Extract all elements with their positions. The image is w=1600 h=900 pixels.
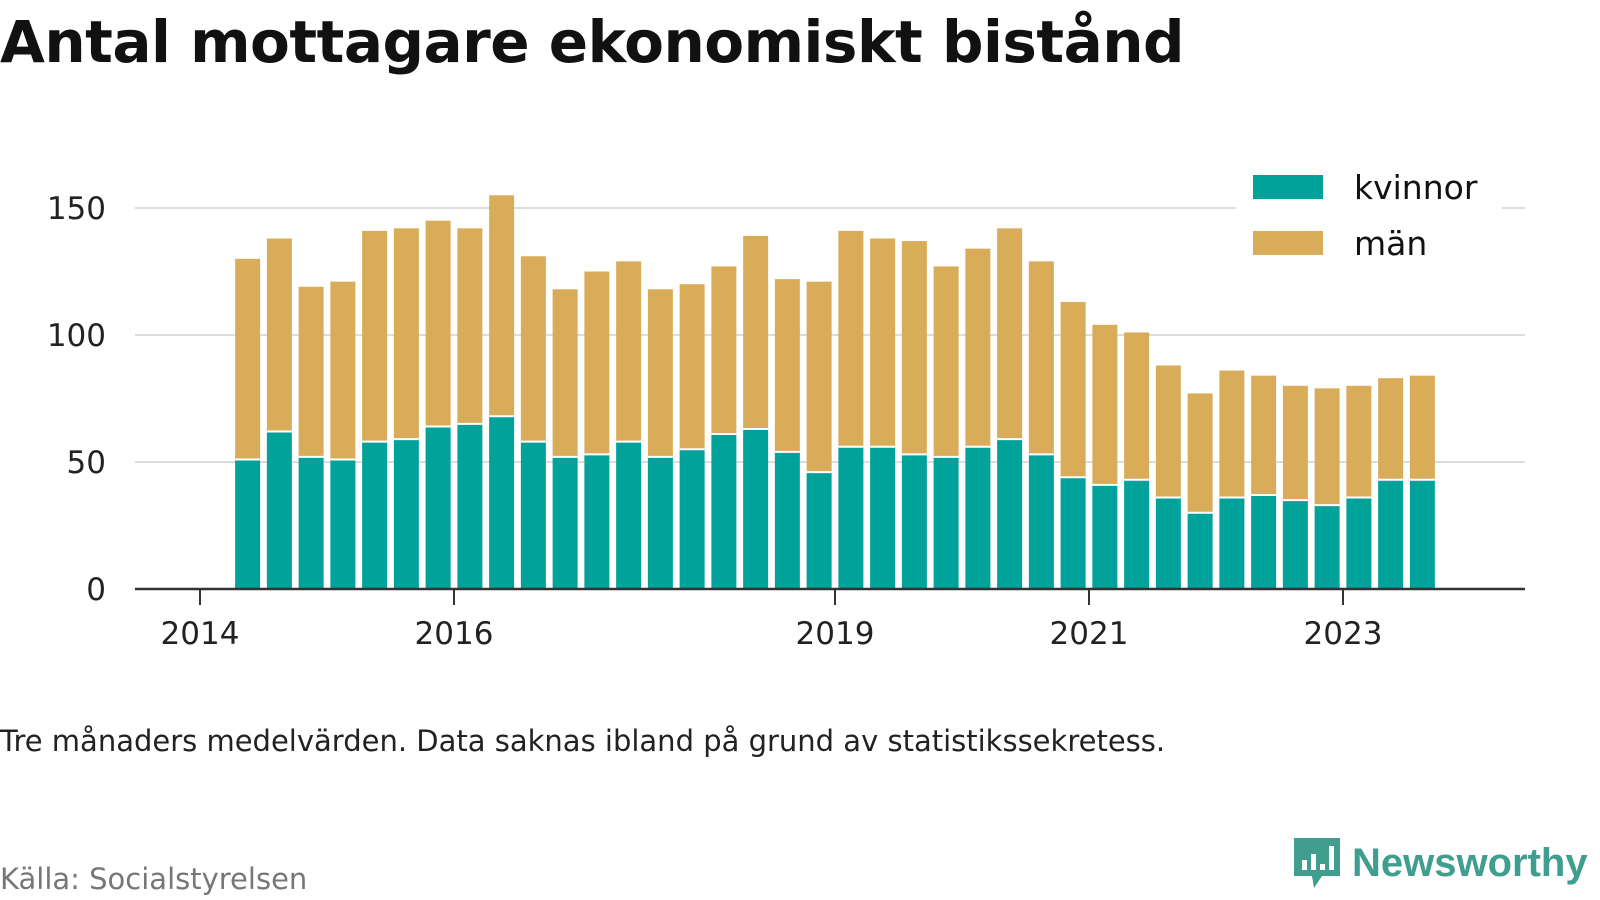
bar-kvinnor — [1060, 477, 1086, 589]
bar-man — [806, 281, 832, 473]
brand-logo-block: Newsworthy — [1292, 836, 1588, 890]
x-tick-label: 2023 — [1304, 616, 1383, 652]
bar-man — [997, 228, 1023, 440]
bar-man — [1092, 324, 1118, 485]
bar-man — [1251, 375, 1277, 496]
bar-man — [965, 248, 991, 447]
bar-man — [1314, 388, 1340, 506]
bar-kvinnor — [425, 426, 451, 589]
legend-swatch — [1253, 175, 1323, 199]
bar-man — [457, 228, 483, 424]
bar-kvinnor — [393, 439, 419, 589]
bar-man — [933, 266, 959, 457]
bar-man — [584, 271, 610, 455]
bar-kvinnor — [774, 451, 800, 589]
bar-kvinnor — [1251, 495, 1277, 589]
stacked-bar-chart: 0 50 100 150 2014 2016 2019 2021 2023 kvinnor män — [46, 160, 1525, 652]
x-tick-label: 2019 — [796, 616, 875, 652]
bar-kvinnor — [520, 441, 546, 589]
bar-man — [743, 235, 769, 429]
bar-kvinnor — [584, 454, 610, 589]
chart-note: Tre månaders medelvärden. Data saknas ib… — [0, 724, 1166, 758]
bar-kvinnor — [1282, 500, 1308, 589]
bar-man — [489, 195, 515, 417]
bar-kvinnor — [1155, 497, 1181, 589]
bar-man — [425, 220, 451, 427]
bar-man — [711, 266, 737, 435]
bar-kvinnor — [965, 446, 991, 589]
bar-kvinnor — [1092, 484, 1118, 589]
bar-man — [901, 241, 927, 455]
bar-man — [1378, 378, 1404, 480]
bar-man — [552, 289, 578, 457]
x-tick-label: 2021 — [1050, 616, 1129, 652]
bar-man — [1155, 365, 1181, 498]
bar-kvinnor — [933, 456, 959, 589]
bar-kvinnor — [552, 456, 578, 589]
bar-kvinnor — [298, 456, 324, 589]
bar-man — [679, 284, 705, 450]
bar-kvinnor — [266, 431, 292, 589]
bar-man — [774, 279, 800, 452]
bar-man — [393, 228, 419, 440]
bar-kvinnor — [870, 446, 896, 589]
legend-label: män — [1354, 224, 1427, 263]
bar-kvinnor — [1346, 497, 1372, 589]
bar-kvinnor — [679, 449, 705, 589]
bar-kvinnor — [1409, 479, 1435, 589]
bar-kvinnor — [711, 434, 737, 589]
bar-kvinnor — [235, 459, 261, 589]
bar-kvinnor — [1028, 454, 1054, 589]
y-tick-label: 150 — [47, 191, 106, 227]
brand-name: Newsworthy — [1352, 840, 1588, 885]
y-tick-label: 100 — [47, 318, 106, 354]
bar-man — [1187, 393, 1213, 513]
bar-kvinnor — [616, 441, 642, 589]
bar-kvinnor — [806, 472, 832, 589]
bar-kvinnor — [1187, 512, 1213, 589]
source-text: Källa: Socialstyrelsen — [0, 862, 308, 896]
newsworthy-logo-icon — [1294, 838, 1340, 888]
bar-kvinnor — [1219, 497, 1245, 589]
bar-man — [520, 256, 546, 442]
bar-man — [647, 289, 673, 457]
bar-kvinnor — [362, 441, 388, 589]
bar-man — [1124, 332, 1150, 480]
bar-kvinnor — [1124, 479, 1150, 589]
bar-man — [330, 281, 356, 460]
legend-swatch — [1253, 231, 1323, 255]
legend-label: kvinnor — [1354, 168, 1478, 207]
bar-man — [1028, 261, 1054, 455]
bar-man — [1282, 385, 1308, 501]
bar-kvinnor — [997, 439, 1023, 589]
bar-man — [838, 230, 864, 447]
x-tick-label: 2016 — [415, 616, 494, 652]
bar-man — [870, 238, 896, 447]
y-tick-label: 0 — [86, 572, 106, 608]
bar-man — [298, 286, 324, 457]
legend: kvinnor män — [1236, 160, 1502, 272]
bar-man — [1409, 375, 1435, 480]
chart-title: Antal mottagare ekonomiskt bistånd — [0, 8, 1185, 76]
bar-man — [1060, 301, 1086, 478]
bar-man — [235, 258, 261, 460]
bar-kvinnor — [330, 459, 356, 589]
bar-kvinnor — [647, 456, 673, 589]
bar-kvinnor — [457, 423, 483, 589]
bar-kvinnor — [1378, 479, 1404, 589]
bar-kvinnor — [901, 454, 927, 589]
bar-kvinnor — [1314, 505, 1340, 589]
bar-kvinnor — [489, 416, 515, 589]
bar-man — [362, 230, 388, 442]
y-tick-label: 50 — [67, 445, 106, 481]
bar-kvinnor — [743, 428, 769, 589]
bar-kvinnor — [838, 446, 864, 589]
bar-man — [1346, 385, 1372, 498]
x-tick-label: 2014 — [161, 616, 240, 652]
bar-man — [1219, 370, 1245, 498]
bar-man — [266, 238, 292, 432]
bar-man — [616, 261, 642, 442]
